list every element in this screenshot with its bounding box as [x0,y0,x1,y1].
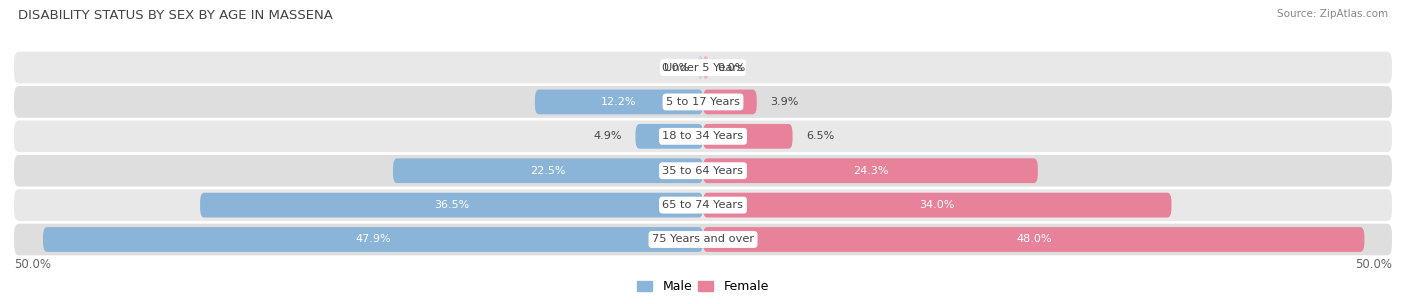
FancyBboxPatch shape [14,86,1392,118]
Text: 35 to 64 Years: 35 to 64 Years [662,166,744,176]
FancyBboxPatch shape [697,55,703,80]
Text: 22.5%: 22.5% [530,166,565,176]
FancyBboxPatch shape [44,227,703,252]
Text: 50.0%: 50.0% [1355,258,1392,271]
Text: 34.0%: 34.0% [920,200,955,210]
Text: 50.0%: 50.0% [14,258,51,271]
FancyBboxPatch shape [14,52,1392,83]
Text: 24.3%: 24.3% [852,166,889,176]
FancyBboxPatch shape [14,224,1392,255]
Text: 0.0%: 0.0% [661,63,689,73]
Text: 47.9%: 47.9% [356,234,391,244]
FancyBboxPatch shape [200,193,703,217]
Text: Under 5 Years: Under 5 Years [664,63,742,73]
FancyBboxPatch shape [703,124,793,149]
FancyBboxPatch shape [392,158,703,183]
Legend: Male, Female: Male, Female [633,275,773,298]
Text: 18 to 34 Years: 18 to 34 Years [662,131,744,141]
FancyBboxPatch shape [703,193,1171,217]
FancyBboxPatch shape [636,124,703,149]
FancyBboxPatch shape [14,155,1392,187]
FancyBboxPatch shape [703,158,1038,183]
FancyBboxPatch shape [703,90,756,114]
Text: 4.9%: 4.9% [593,131,621,141]
FancyBboxPatch shape [14,120,1392,152]
Text: DISABILITY STATUS BY SEX BY AGE IN MASSENA: DISABILITY STATUS BY SEX BY AGE IN MASSE… [18,9,333,22]
FancyBboxPatch shape [534,90,703,114]
Text: 5 to 17 Years: 5 to 17 Years [666,97,740,107]
FancyBboxPatch shape [703,55,709,80]
Text: 75 Years and over: 75 Years and over [652,234,754,244]
FancyBboxPatch shape [14,189,1392,221]
Text: 65 to 74 Years: 65 to 74 Years [662,200,744,210]
Text: 6.5%: 6.5% [807,131,835,141]
Text: 48.0%: 48.0% [1017,234,1052,244]
Text: 3.9%: 3.9% [770,97,799,107]
Text: 0.0%: 0.0% [717,63,745,73]
Text: Source: ZipAtlas.com: Source: ZipAtlas.com [1277,9,1388,19]
Text: 36.5%: 36.5% [434,200,470,210]
Text: 12.2%: 12.2% [602,97,637,107]
FancyBboxPatch shape [703,227,1364,252]
